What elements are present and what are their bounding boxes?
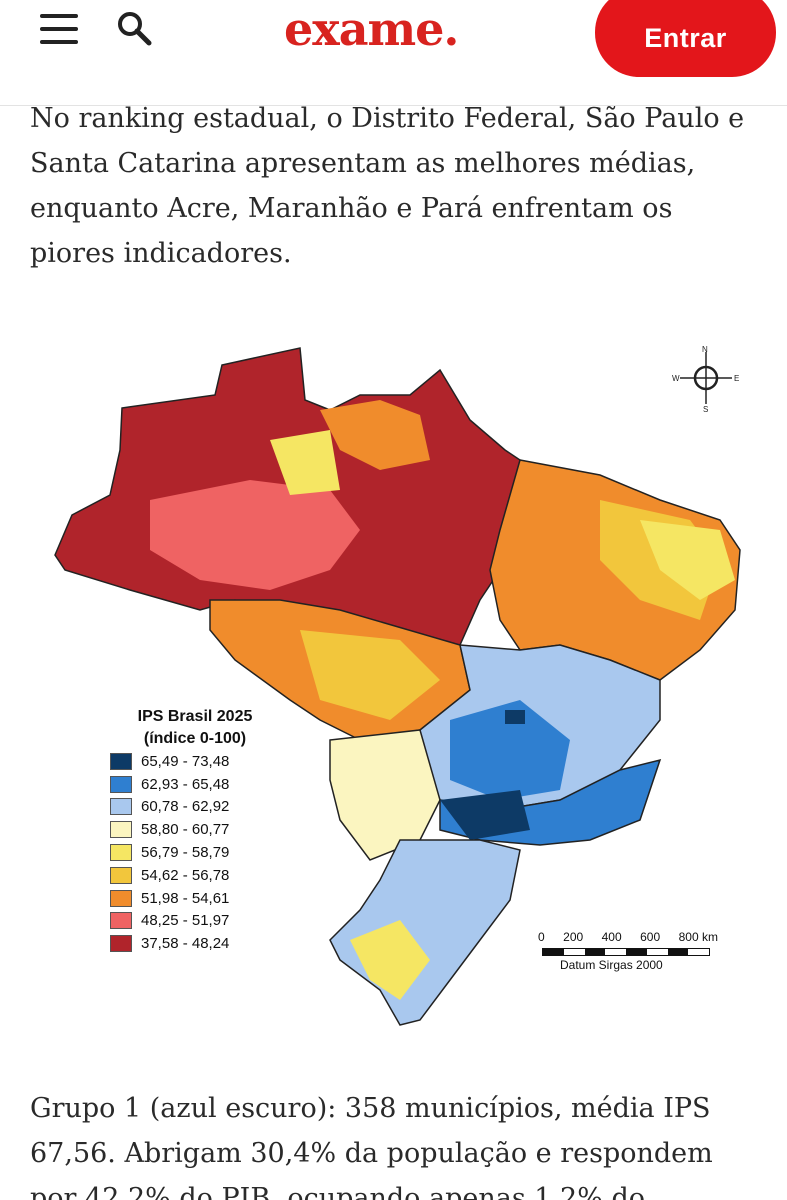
legend-label: 48,25 - 51,97 <box>141 912 230 930</box>
menu-icon[interactable] <box>40 14 78 44</box>
legend-swatch <box>110 866 132 884</box>
ips-brasil-map-figure: N S E W IPS Brasil 2025 (índice 0-100) 6… <box>0 300 787 1050</box>
scale-tick-label: 0 <box>538 930 545 944</box>
legend-swatch <box>110 889 132 907</box>
scale-tick-label: 400 <box>601 930 622 944</box>
legend-swatch <box>110 912 132 930</box>
map-scale-bar: 0 200 400 600 800 km Datum Sirgas 2000 <box>520 930 720 972</box>
legend-item: 65,49 - 73,48 <box>110 750 280 773</box>
legend-swatch <box>110 844 132 862</box>
map-region-roraima-light <box>270 430 340 495</box>
legend-swatch <box>110 935 132 953</box>
brazil-map: N S E W <box>54 345 741 1026</box>
map-region-central-blue <box>450 700 570 800</box>
map-region-center-west-light <box>300 630 440 720</box>
compass-w: W <box>672 374 680 383</box>
compass-e: E <box>734 374 739 383</box>
scale-tick-label: 200 <box>563 930 584 944</box>
map-region-amapa <box>320 400 430 470</box>
top-navigation-bar: exame. Entrar <box>0 0 787 106</box>
map-region-sao-paulo-dark <box>440 790 530 840</box>
article-paragraph: No ranking estadual, o Distrito Federal,… <box>30 103 745 269</box>
legend-title: IPS Brasil 2025 <box>137 708 253 725</box>
legend-label: 56,79 - 58,79 <box>141 844 230 862</box>
legend-swatch <box>110 752 132 770</box>
map-region-distrito-federal <box>505 710 525 724</box>
map-legend: IPS Brasil 2025 (índice 0-100) 65,49 - 7… <box>110 706 280 955</box>
legend-item: 51,98 - 54,61 <box>110 887 280 910</box>
scale-tick-label: 600 <box>640 930 661 944</box>
scale-tick-label: 800 km <box>678 930 718 944</box>
legend-item: 58,80 - 60,77 <box>110 818 280 841</box>
legend-label: 62,93 - 65,48 <box>141 775 230 793</box>
legend-label: 51,98 - 54,61 <box>141 889 230 907</box>
map-region-north-light <box>150 480 360 590</box>
legend-item: 56,79 - 58,79 <box>110 841 280 864</box>
legend-swatch <box>110 775 132 793</box>
legend-label: 54,62 - 56,78 <box>141 866 230 884</box>
legend-item: 48,25 - 51,97 <box>110 910 280 933</box>
compass-s: S <box>703 405 708 414</box>
search-icon[interactable] <box>116 10 154 48</box>
legend-label: 37,58 - 48,24 <box>141 935 230 953</box>
legend-label: 58,80 - 60,77 <box>141 821 230 839</box>
legend-item: 37,58 - 48,24 <box>110 932 280 955</box>
legend-item: 62,93 - 65,48 <box>110 773 280 796</box>
map-region-south-yellow <box>350 920 430 1000</box>
legend-label: 60,78 - 62,92 <box>141 798 230 816</box>
legend-subtitle: (índice 0-100) <box>143 730 247 747</box>
site-logo[interactable]: exame. <box>284 2 459 56</box>
map-region-south <box>329 839 521 1026</box>
compass-n: N <box>702 345 708 354</box>
map-region-northeast-light <box>640 520 735 600</box>
compass-rose: N S E W <box>672 345 739 414</box>
legend-swatch <box>110 821 132 839</box>
legend-label: 65,49 - 73,48 <box>141 752 230 770</box>
legend-item: 60,78 - 62,92 <box>110 796 280 819</box>
datum-label: Datum Sirgas 2000 <box>560 958 663 972</box>
article-paragraph: Grupo 1 (azul escuro): 358 municípios, m… <box>30 1093 713 1200</box>
legend-swatch <box>110 798 132 816</box>
legend-item: 54,62 - 56,78 <box>110 864 280 887</box>
login-button[interactable]: Entrar <box>595 0 776 77</box>
